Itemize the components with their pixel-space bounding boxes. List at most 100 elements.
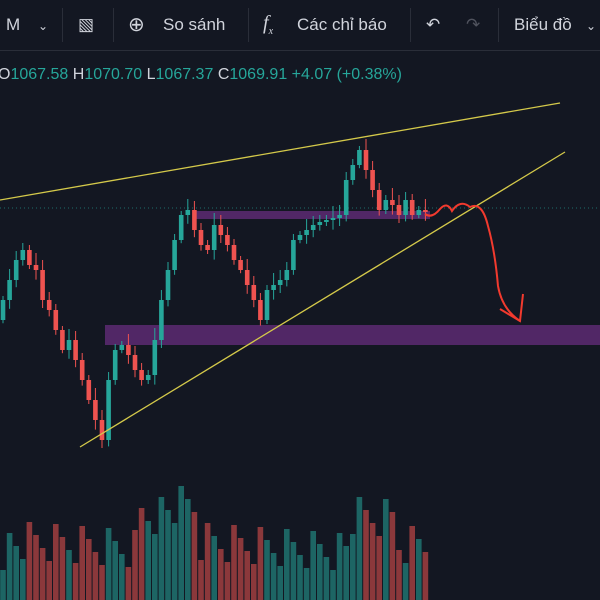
ohlc-legend: O1067.58 H1070.70 L1067.37 C1069.91 +4.0… [0, 66, 402, 84]
candle-body [350, 165, 356, 180]
value: 1069.91 [229, 66, 288, 83]
volume-bar [356, 497, 363, 600]
candle-body [60, 330, 65, 350]
candle-body [383, 200, 389, 210]
volume-bar [402, 563, 409, 600]
volume-bar [79, 526, 85, 600]
separator [498, 8, 499, 42]
indicators-button[interactable]: Các chỉ báo [297, 15, 387, 34]
volume-bar [363, 510, 369, 600]
volume-bar [204, 523, 211, 600]
candle-body [112, 350, 118, 380]
candle-body [416, 210, 422, 215]
volume-bar [46, 561, 52, 600]
volume-bar [105, 528, 112, 600]
volume-bar [277, 566, 283, 600]
volume-bar [86, 539, 92, 600]
volume-bar [59, 537, 66, 600]
value: 1067.58 [10, 66, 69, 83]
label: H [72, 66, 85, 83]
volume-bar [389, 512, 396, 600]
volume-bar [330, 570, 336, 600]
volume-bar [264, 540, 270, 600]
volume-bar [310, 531, 316, 600]
volume-bar [152, 534, 158, 600]
candle-body [79, 360, 85, 380]
volume-bar [191, 512, 198, 600]
candle-body [264, 290, 270, 320]
candle-body [132, 355, 138, 370]
volume-bar [244, 551, 250, 600]
candle-body [99, 420, 105, 440]
candle-body [46, 300, 52, 310]
value: 1070.70 [84, 66, 143, 83]
volume-bar [284, 529, 290, 600]
candle-body [304, 230, 309, 235]
volume-bar [92, 552, 99, 600]
volume-bar [303, 568, 310, 600]
volume-bar [0, 570, 6, 600]
candle-body [178, 215, 184, 240]
volume-bar [257, 527, 264, 600]
volume-bar [171, 523, 178, 600]
volume-bar [323, 557, 330, 600]
volume-bar [270, 553, 277, 600]
undo-button[interactable]: ↶ [426, 15, 441, 34]
chevron[interactable]: ⌄ [38, 19, 49, 33]
compare-button[interactable]: So sánh [163, 15, 226, 34]
redo-button[interactable]: ↷ [466, 15, 481, 34]
volume-bar [26, 522, 33, 600]
candle-body [423, 210, 428, 212]
arrow-head [499, 293, 524, 323]
volume-bar [145, 521, 151, 600]
candle-body [251, 285, 257, 300]
candle-body [231, 245, 237, 260]
indicators-icon[interactable]: fx [263, 12, 274, 37]
candle-body [20, 250, 26, 260]
candle-body [145, 375, 151, 380]
candle-body [244, 270, 250, 285]
candle-body [27, 250, 32, 265]
zone [105, 325, 600, 345]
candle-body [192, 210, 197, 230]
compare-icon[interactable]: ⊕ [128, 14, 145, 36]
candle-body [13, 260, 19, 280]
interval-button[interactable]: M [6, 15, 21, 34]
volume-bar [132, 530, 138, 600]
candle-body [172, 240, 177, 270]
volume-bar [211, 536, 217, 600]
volume [0, 486, 429, 600]
chevron[interactable]: ⌄ [586, 19, 597, 33]
volume-bar [350, 534, 356, 600]
candle-body [53, 310, 59, 330]
candle-body [119, 345, 125, 350]
volume-bar [119, 554, 125, 600]
candle-body [390, 200, 395, 205]
volume-bar [218, 549, 224, 600]
volume-bar [165, 510, 171, 600]
label: C [217, 66, 230, 83]
volume-bar [72, 563, 79, 600]
candle-body [376, 190, 382, 210]
change: +4.07 (+0.38%) [291, 66, 402, 83]
volume-bar [224, 562, 231, 600]
candle-body [126, 345, 131, 355]
volume-bar [125, 567, 132, 600]
candle-body [159, 300, 164, 340]
separator [62, 8, 63, 42]
candle-body [357, 150, 362, 165]
candle-body [363, 150, 369, 170]
separator [248, 8, 249, 42]
zone [195, 211, 430, 219]
chart-menu[interactable]: Biểu đồ [514, 15, 572, 34]
label: L [146, 66, 156, 83]
candle-body [271, 285, 276, 290]
candles-icon[interactable]: ▧ [78, 15, 95, 34]
candle-body [211, 225, 217, 250]
volume-bar [53, 524, 59, 600]
candles [0, 139, 428, 448]
volume-bar [317, 544, 323, 600]
candle-body [7, 280, 12, 300]
volume-bar [251, 564, 257, 600]
